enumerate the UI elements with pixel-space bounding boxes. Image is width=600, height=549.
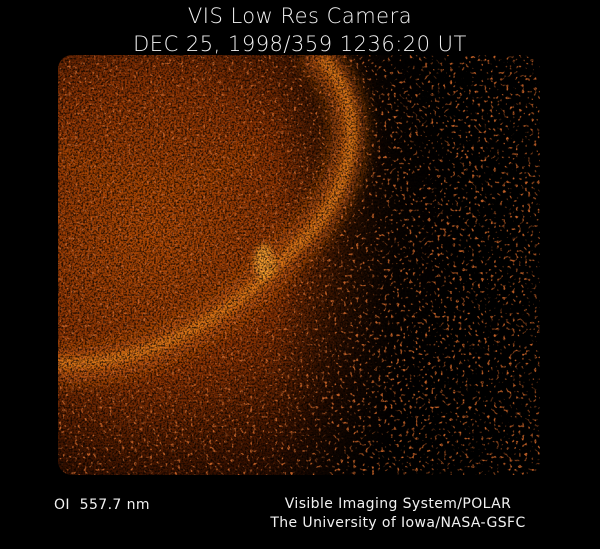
credit-line: The University of Iowa/NASA-GSFC	[269, 515, 525, 531]
credit-line: Visible Imaging System/POLAR	[285, 496, 512, 512]
auroral-image	[58, 55, 540, 475]
title: VIS Low Res Camera	[188, 4, 412, 28]
timestamp: DEC 25, 1998/359 1236:20 UT	[133, 32, 467, 56]
wavelength: OI 557.7 nm	[54, 497, 150, 513]
